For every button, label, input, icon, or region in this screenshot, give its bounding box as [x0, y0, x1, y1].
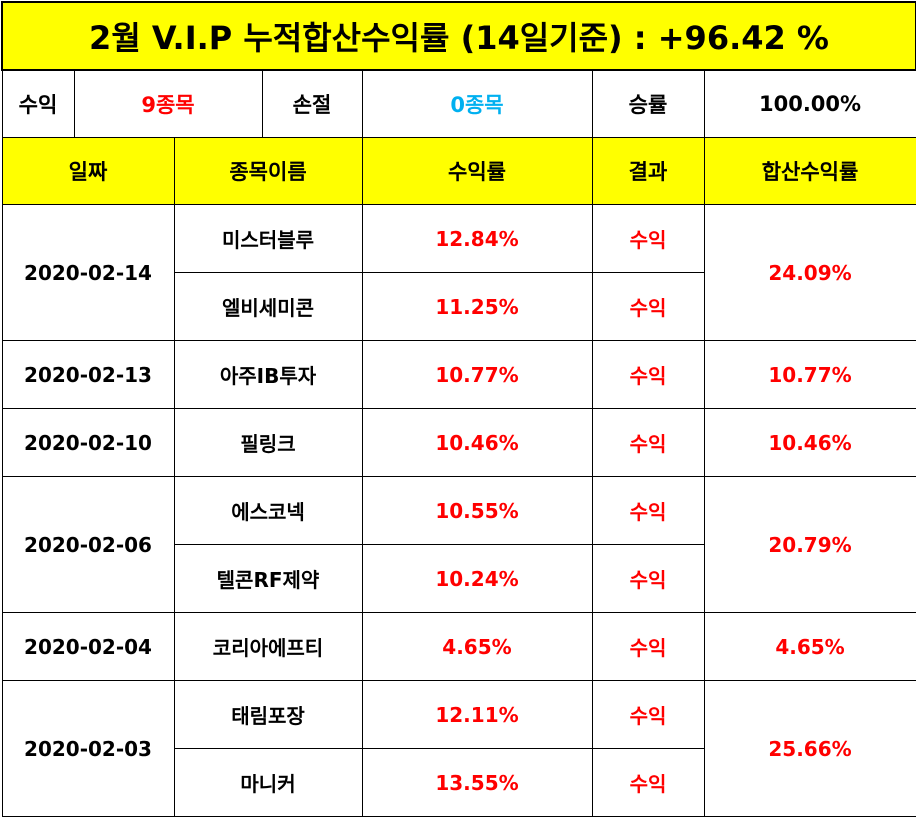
row-date: 2020-02-04 — [1, 612, 175, 681]
return-rate: 10.55% — [361, 476, 593, 545]
stock-name: 태림포장 — [173, 680, 363, 749]
page-title: 2월 V.I.P 누적합산수익률 (14일기준) : +96.42 % — [0, 1, 916, 71]
return-rate: 13.55% — [361, 748, 593, 817]
row-date: 2020-02-13 — [1, 340, 175, 409]
return-rate: 4.65% — [361, 612, 593, 681]
profit-label: 수익 — [1, 69, 75, 138]
summary-row: 수익 9종목 손절 0종목 승률 100.00% — [1, 69, 916, 138]
table-row: 2020-02-04 코리아에프티 4.65% 수익 4.65% — [1, 612, 916, 681]
stock-name: 엘비세미콘 — [173, 272, 363, 341]
loss-count: 0종목 — [361, 69, 593, 138]
return-rate: 10.46% — [361, 408, 593, 477]
result-badge: 수익 — [591, 340, 705, 409]
table-row: 2020-02-14 미스터블루 12.84% 수익 24.09% — [1, 204, 916, 341]
return-rate: 10.24% — [361, 544, 593, 613]
result-badge: 수익 — [591, 680, 705, 749]
row-date: 2020-02-10 — [1, 408, 175, 477]
combined-return: 10.46% — [703, 408, 916, 477]
result-badge: 수익 — [591, 612, 705, 681]
combined-return: 20.79% — [703, 476, 916, 613]
header-total: 합산수익률 — [703, 137, 916, 205]
profit-count: 9종목 — [73, 69, 263, 138]
header-date: 일짜 — [1, 137, 175, 205]
stock-name: 필링크 — [173, 408, 363, 477]
table-row: 2020-02-13 아주IB투자 10.77% 수익 10.77% — [1, 340, 916, 409]
result-badge: 수익 — [591, 408, 705, 477]
table-row: 2020-02-10 필링크 10.46% 수익 10.46% — [1, 408, 916, 477]
result-badge: 수익 — [591, 748, 705, 817]
return-rate: 11.25% — [361, 272, 593, 341]
stock-name: 마니커 — [173, 748, 363, 817]
loss-label: 손절 — [261, 69, 363, 138]
stock-name: 아주IB투자 — [173, 340, 363, 409]
result-badge: 수익 — [591, 272, 705, 341]
header-name: 종목이름 — [173, 137, 363, 205]
win-rate-value: 100.00% — [703, 69, 916, 138]
stock-name: 코리아에프티 — [173, 612, 363, 681]
stock-name: 미스터블루 — [173, 204, 363, 273]
header-rate: 수익률 — [361, 137, 593, 205]
result-badge: 수익 — [591, 204, 705, 273]
return-rate: 12.11% — [361, 680, 593, 749]
header-row: 일짜 종목이름 수익률 결과 합산수익률 — [1, 137, 916, 205]
combined-return: 4.65% — [703, 612, 916, 681]
table-row: 마니커 13.55% 수익 — [2, 748, 916, 817]
table-row: 엘비세미콘 11.25% 수익 — [2, 272, 916, 341]
result-badge: 수익 — [591, 544, 705, 613]
table-row: 2020-02-03 태림포장 12.11% 수익 25.66% — [1, 680, 916, 817]
row-date: 2020-02-03 — [1, 680, 175, 817]
table-row: 2020-02-06 에스코넥 10.55% 수익 20.79% — [1, 476, 916, 613]
win-rate-label: 승률 — [591, 69, 705, 138]
row-date: 2020-02-14 — [1, 204, 175, 341]
result-badge: 수익 — [591, 476, 705, 545]
return-rate: 10.77% — [361, 340, 593, 409]
return-rate: 12.84% — [361, 204, 593, 273]
stock-name: 에스코넥 — [173, 476, 363, 545]
combined-return: 10.77% — [703, 340, 916, 409]
combined-return: 25.66% — [703, 680, 916, 817]
combined-return: 24.09% — [703, 204, 916, 341]
row-date: 2020-02-06 — [1, 476, 175, 613]
stock-name: 텔콘RF제약 — [173, 544, 363, 613]
header-result: 결과 — [591, 137, 705, 205]
